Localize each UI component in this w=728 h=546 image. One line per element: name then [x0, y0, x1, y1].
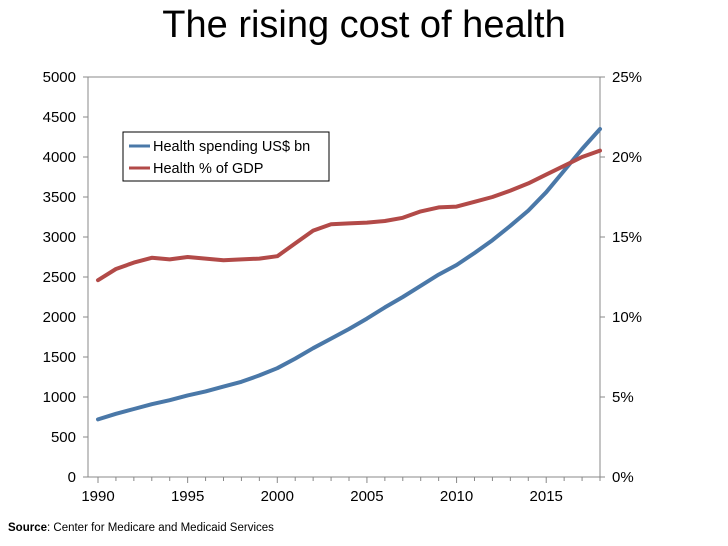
y-left-tick-label: 1000 — [43, 389, 76, 406]
legend-label-spending: Health spending US$ bn — [153, 139, 310, 155]
y-left-tick-label: 0 — [68, 469, 76, 486]
source-text: : Center for Medicare and Medicaid Servi… — [47, 522, 274, 534]
y-left-tick-label: 500 — [51, 429, 76, 446]
legend-label-gdp: Health % of GDP — [153, 161, 263, 177]
y-right-tick-label: 10% — [612, 309, 642, 326]
y-right-tick-label: 25% — [612, 69, 642, 86]
y-right-tick-label: 20% — [612, 149, 642, 166]
y-left-tick-label: 2000 — [43, 309, 76, 326]
y-right-tick-label: 0% — [612, 469, 634, 486]
y-left-tick-label: 5000 — [43, 69, 76, 86]
source-label: Source — [8, 522, 47, 534]
y-right-tick-label: 5% — [612, 389, 634, 406]
series-layer — [96, 127, 602, 422]
y-left-tick-label: 1500 — [43, 349, 76, 366]
x-tick-label: 1990 — [81, 488, 114, 505]
legend: Health spending US$ bn Health % of GDP — [122, 131, 330, 182]
axes: 0 500 1000 1500 2000 2500 3000 3500 4000 4500 5000… — [43, 69, 642, 505]
x-tick-label: 2005 — [350, 488, 383, 505]
x-tick-label: 2015 — [530, 488, 563, 505]
x-tick-label: 1995 — [171, 488, 204, 505]
y-left-tick-label: 4000 — [43, 149, 76, 166]
legend-box — [122, 131, 330, 182]
chart-title: The rising cost of health — [162, 4, 566, 46]
y-left-tick-label: 4500 — [43, 109, 76, 126]
y-right-tick-label: 15% — [612, 229, 642, 246]
y-left-tick-label: 3500 — [43, 189, 76, 206]
x-tick-label: 2010 — [440, 488, 473, 505]
source-note: Source: Center for Medicare and Medicaid… — [8, 522, 274, 534]
y-left-tick-label: 3000 — [43, 229, 76, 246]
x-tick-label: 2000 — [261, 488, 294, 505]
y-left-tick-label: 2500 — [43, 269, 76, 286]
